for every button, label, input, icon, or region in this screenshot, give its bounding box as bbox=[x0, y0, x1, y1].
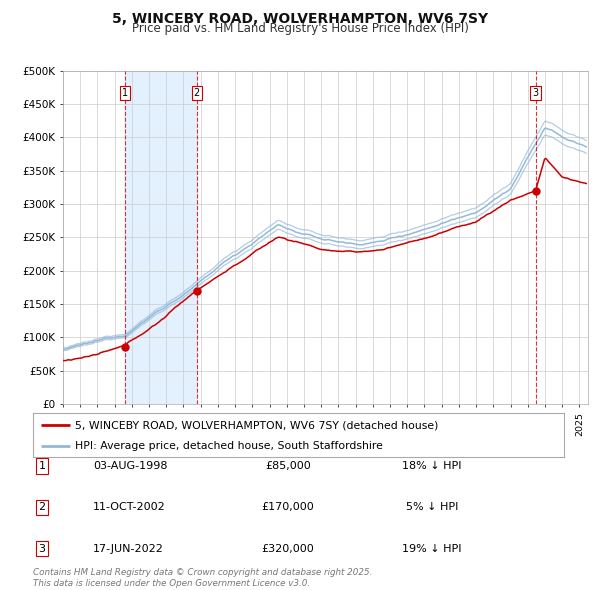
Text: 19% ↓ HPI: 19% ↓ HPI bbox=[402, 544, 462, 553]
Text: 2: 2 bbox=[194, 88, 200, 98]
Text: £85,000: £85,000 bbox=[265, 461, 311, 471]
Text: 1: 1 bbox=[122, 88, 128, 98]
Bar bbox=[125, 71, 197, 404]
Text: HPI: Average price, detached house, South Staffordshire: HPI: Average price, detached house, Sout… bbox=[76, 441, 383, 451]
Text: Price paid vs. HM Land Registry's House Price Index (HPI): Price paid vs. HM Land Registry's House … bbox=[131, 22, 469, 35]
Text: 3: 3 bbox=[532, 88, 539, 98]
Text: 17-JUN-2022: 17-JUN-2022 bbox=[93, 544, 164, 553]
Text: Contains HM Land Registry data © Crown copyright and database right 2025.
This d: Contains HM Land Registry data © Crown c… bbox=[33, 568, 373, 588]
Text: 5% ↓ HPI: 5% ↓ HPI bbox=[406, 503, 458, 512]
Text: 1: 1 bbox=[38, 461, 46, 471]
Text: 03-AUG-1998: 03-AUG-1998 bbox=[93, 461, 167, 471]
Text: 2: 2 bbox=[38, 503, 46, 512]
Text: 5, WINCEBY ROAD, WOLVERHAMPTON, WV6 7SY: 5, WINCEBY ROAD, WOLVERHAMPTON, WV6 7SY bbox=[112, 12, 488, 26]
Text: £320,000: £320,000 bbox=[262, 544, 314, 553]
Text: 5, WINCEBY ROAD, WOLVERHAMPTON, WV6 7SY (detached house): 5, WINCEBY ROAD, WOLVERHAMPTON, WV6 7SY … bbox=[76, 421, 439, 430]
Text: 11-OCT-2002: 11-OCT-2002 bbox=[93, 503, 166, 512]
Text: 3: 3 bbox=[38, 544, 46, 553]
Text: 18% ↓ HPI: 18% ↓ HPI bbox=[402, 461, 462, 471]
Text: £170,000: £170,000 bbox=[262, 503, 314, 512]
